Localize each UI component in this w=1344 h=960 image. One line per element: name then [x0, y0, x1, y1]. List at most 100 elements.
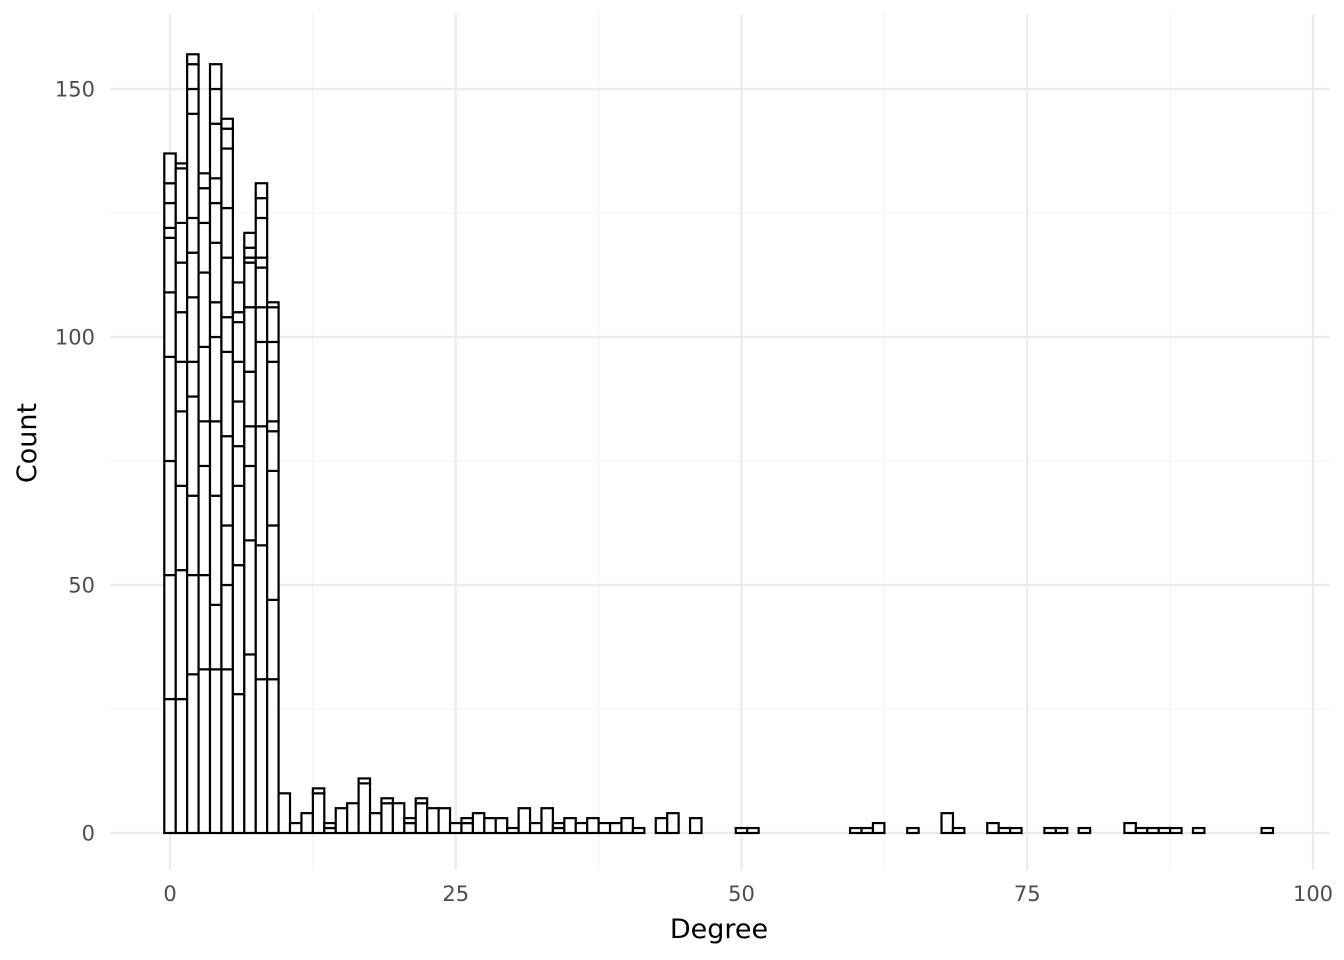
histogram-bar [734, 826, 749, 835]
bar-segment [163, 236, 177, 294]
bar-segment [220, 127, 234, 150]
bar-segment [186, 494, 200, 577]
bar-segment [266, 678, 280, 835]
bar-segment [243, 261, 257, 309]
x-tick-label: 0 [163, 882, 176, 906]
bar-segment [860, 826, 875, 835]
bar-segment [380, 802, 394, 835]
bar-segment [197, 573, 212, 671]
bar-segment [174, 697, 189, 835]
histogram-bar [426, 807, 440, 835]
bar-segment [208, 63, 223, 91]
bar-segment [620, 817, 635, 835]
bar-segment [460, 817, 474, 825]
bar-segment [403, 821, 417, 835]
bar-segment [197, 420, 212, 468]
bar-segment [254, 544, 269, 681]
bar-segment [231, 400, 246, 448]
bar-segment [208, 494, 223, 606]
bar-segment [163, 291, 177, 358]
histogram-bar [300, 812, 314, 835]
bar-segment [243, 464, 257, 542]
histogram-bar [403, 817, 417, 835]
bar-segment [323, 821, 337, 830]
bar-segment [231, 360, 246, 403]
bar-segment [1157, 826, 1172, 835]
histogram-bar [460, 817, 474, 835]
bar-segment [357, 777, 372, 785]
bar-segment [254, 425, 269, 547]
bar-segment [563, 817, 577, 835]
bar-segment [186, 53, 200, 66]
bar-segment [208, 201, 223, 244]
histogram-bar [986, 821, 1000, 835]
bar-segment [208, 241, 223, 304]
bar-segment [254, 306, 269, 344]
histogram-bar [1134, 826, 1149, 835]
histogram-bar [860, 826, 875, 835]
bar-segment [608, 821, 623, 835]
histogram-bar [1054, 826, 1069, 835]
histogram-bar [163, 152, 177, 835]
histogram-bar [231, 281, 246, 835]
bar-segment [277, 792, 292, 835]
x-tick-label: 25 [442, 882, 469, 906]
bar-segment [220, 147, 234, 210]
bar-segment [208, 87, 223, 125]
bar-segment [266, 420, 280, 433]
bar-segment [437, 807, 452, 835]
bar-segment [460, 821, 474, 835]
bar-segment [243, 653, 257, 835]
bar-segment [220, 256, 234, 319]
bar-segment [266, 469, 280, 527]
bar-segment [380, 797, 394, 805]
histogram-bar [574, 821, 589, 835]
histogram-bar [906, 826, 920, 835]
histogram-bar [528, 821, 543, 835]
y-tick-label: 50 [68, 574, 95, 598]
bar-segment [220, 583, 234, 671]
bar-segment [1009, 826, 1023, 835]
histogram-bar [654, 817, 669, 835]
bar-segment [163, 226, 177, 239]
histogram-bar [631, 826, 646, 835]
bar-segment [174, 484, 189, 572]
bar-segment [208, 603, 223, 671]
bar-segment [254, 266, 269, 309]
y-tick-label: 100 [55, 326, 95, 350]
bar-segment [254, 678, 269, 835]
bar-segment [300, 812, 314, 835]
bar-segment [208, 177, 223, 205]
bar-segment [197, 464, 212, 577]
bar-segment [163, 697, 177, 835]
histogram-bar [1077, 826, 1092, 835]
bar-segment [231, 693, 246, 835]
bar-segment [186, 360, 200, 398]
histogram-bar [471, 812, 486, 835]
bar-segment [186, 251, 200, 299]
histogram-bar [1043, 826, 1057, 835]
bar-segment [163, 459, 177, 577]
bar-segment [208, 301, 223, 339]
histogram-bar [586, 817, 600, 835]
histogram-bar [243, 231, 257, 835]
histogram-bar [517, 807, 532, 835]
bar-segment [266, 360, 280, 423]
bar-segment [208, 122, 223, 180]
bar-segment [266, 340, 280, 363]
histogram-bar [551, 821, 566, 835]
bar-segment [174, 162, 189, 170]
bar-segment [186, 216, 200, 254]
bar-segment [254, 340, 269, 428]
bar-segment [174, 360, 189, 413]
x-tick-label: 75 [1014, 882, 1041, 906]
histogram-bar [323, 821, 337, 835]
grid-lines [110, 14, 1330, 870]
histogram-bar [174, 162, 189, 835]
bar-segment [266, 598, 280, 681]
bar-segment [311, 792, 326, 835]
bar-segment [220, 206, 234, 259]
bar-segment [471, 812, 486, 835]
bar-segment [231, 445, 246, 487]
bar-segment [220, 435, 234, 527]
